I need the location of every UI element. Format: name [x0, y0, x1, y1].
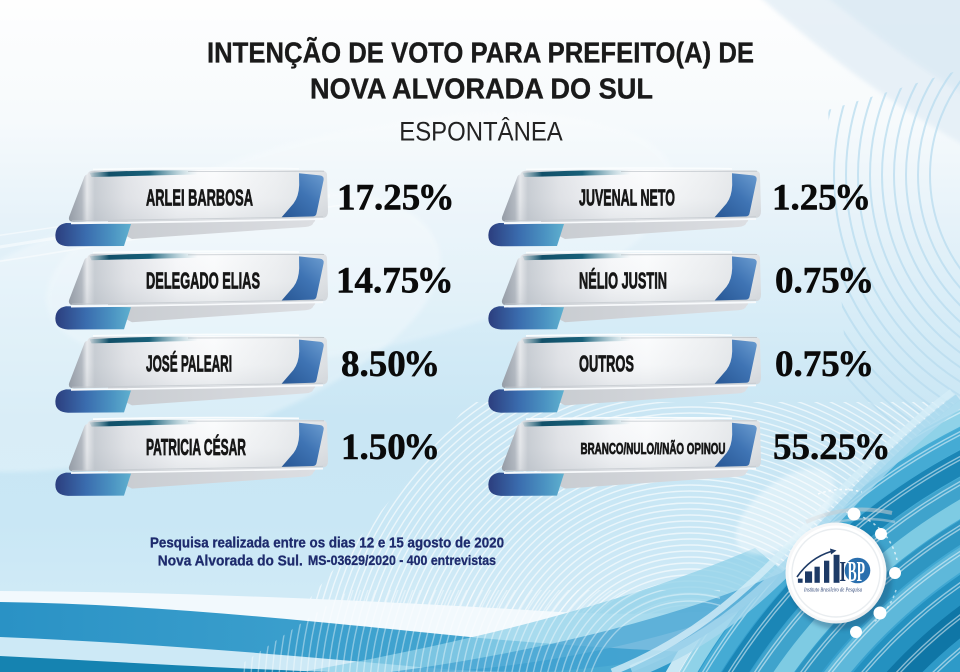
svg-text:Instituto Brasileiro de Pesqui: Instituto Brasileiro de Pesquisa [803, 588, 862, 594]
svg-text:NÉLIO JUSTIN: NÉLIO JUSTIN [579, 267, 667, 294]
svg-text:ARLEI BARBOSA: ARLEI BARBOSA [146, 184, 253, 210]
svg-text:NOVA ALVORADA DO SUL: NOVA ALVORADA DO SUL [310, 74, 653, 106]
svg-text:Pesquisa realizada entre os di: Pesquisa realizada entre os dias 12 e 15… [150, 536, 504, 552]
svg-text:0.75%: 0.75% [775, 261, 874, 302]
svg-text:OUTROS: OUTROS [579, 351, 634, 377]
svg-text:1.25%: 1.25% [772, 178, 871, 219]
svg-text:JOSÉ PALEARI: JOSÉ PALEARI [146, 350, 232, 377]
svg-text:14.75%: 14.75% [336, 261, 454, 302]
svg-text:JUVENAL NETO: JUVENAL NETO [579, 184, 675, 210]
svg-text:55.25%: 55.25% [773, 427, 891, 468]
svg-text:1.50%: 1.50% [341, 427, 440, 468]
svg-text:DELEGADO ELIAS: DELEGADO ELIAS [146, 268, 260, 294]
svg-text:17.25%: 17.25% [337, 178, 455, 219]
svg-text:I: I [840, 556, 847, 588]
svg-text:INTENÇÃO DE VOTO PARA PREFEITO: INTENÇÃO DE VOTO PARA PREFEITO(A) DE [207, 36, 754, 70]
svg-text:8.50%: 8.50% [341, 344, 440, 385]
svg-text:BP: BP [848, 556, 866, 588]
svg-text:0.75%: 0.75% [775, 344, 874, 385]
svg-text:MS-03629/2020 - 400 entrevista: MS-03629/2020 - 400 entrevistas [308, 553, 496, 568]
svg-text:ESPONTÂNEA: ESPONTÂNEA [399, 116, 563, 147]
svg-text:PATRICIA CÉSAR: PATRICIA CÉSAR [146, 433, 246, 460]
svg-text:BRANCO/NULO/I/NÃO OPINOU: BRANCO/NULO/I/NÃO OPINOU [581, 438, 726, 458]
svg-text:Nova Alvorada do Sul.: Nova Alvorada do Sul. [158, 553, 303, 570]
